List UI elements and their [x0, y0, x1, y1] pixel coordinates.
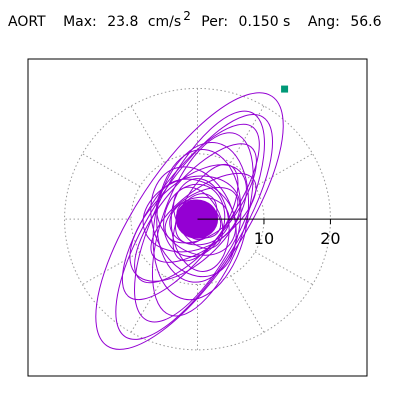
- grid-spoke-300: [230, 275, 265, 333]
- per-label: Per:: [201, 14, 229, 30]
- trace-loop-19: [169, 196, 230, 246]
- trace-loop-3: [134, 110, 265, 323]
- per-value: 0.150 s: [238, 14, 291, 30]
- grid-spoke-30: [254, 153, 313, 187]
- axis-layer: 10 20: [197, 218, 367, 248]
- grid-spoke-240: [130, 275, 165, 333]
- max-label: Max:: [63, 14, 97, 30]
- trace-loop-7: [152, 141, 250, 301]
- max-unit: cm/s 2: [147, 9, 191, 30]
- ang-label: Ang:: [307, 14, 340, 30]
- trace-loop-15: [156, 178, 237, 256]
- trace-loop-5: [151, 132, 254, 317]
- trace-core: [175, 199, 219, 239]
- trace-loop-16: [164, 186, 239, 244]
- max-unit-text: cm/s: [147, 14, 182, 30]
- ang-value: 56.6: [350, 14, 382, 30]
- data-layer: [95, 85, 289, 350]
- grid-spoke-150: [82, 153, 141, 187]
- x-tick-label-20: 20: [320, 229, 340, 248]
- signal-label: AORT: [8, 14, 46, 30]
- x-tick-label-10: 10: [254, 229, 274, 248]
- grid-spoke-210: [82, 251, 141, 285]
- chart-header: AORT Max: 23.8 cm/s 2 Per: 0.150 s Ang: 5…: [8, 9, 382, 34]
- trace-marker: [281, 85, 289, 93]
- trace-loop-8: [129, 164, 247, 282]
- grid-spoke-60: [230, 105, 265, 163]
- max-value: 23.8: [107, 14, 139, 30]
- grid-spoke-120: [130, 105, 165, 163]
- max-unit-exponent: 2: [183, 9, 191, 23]
- grid-spoke-330: [254, 251, 313, 285]
